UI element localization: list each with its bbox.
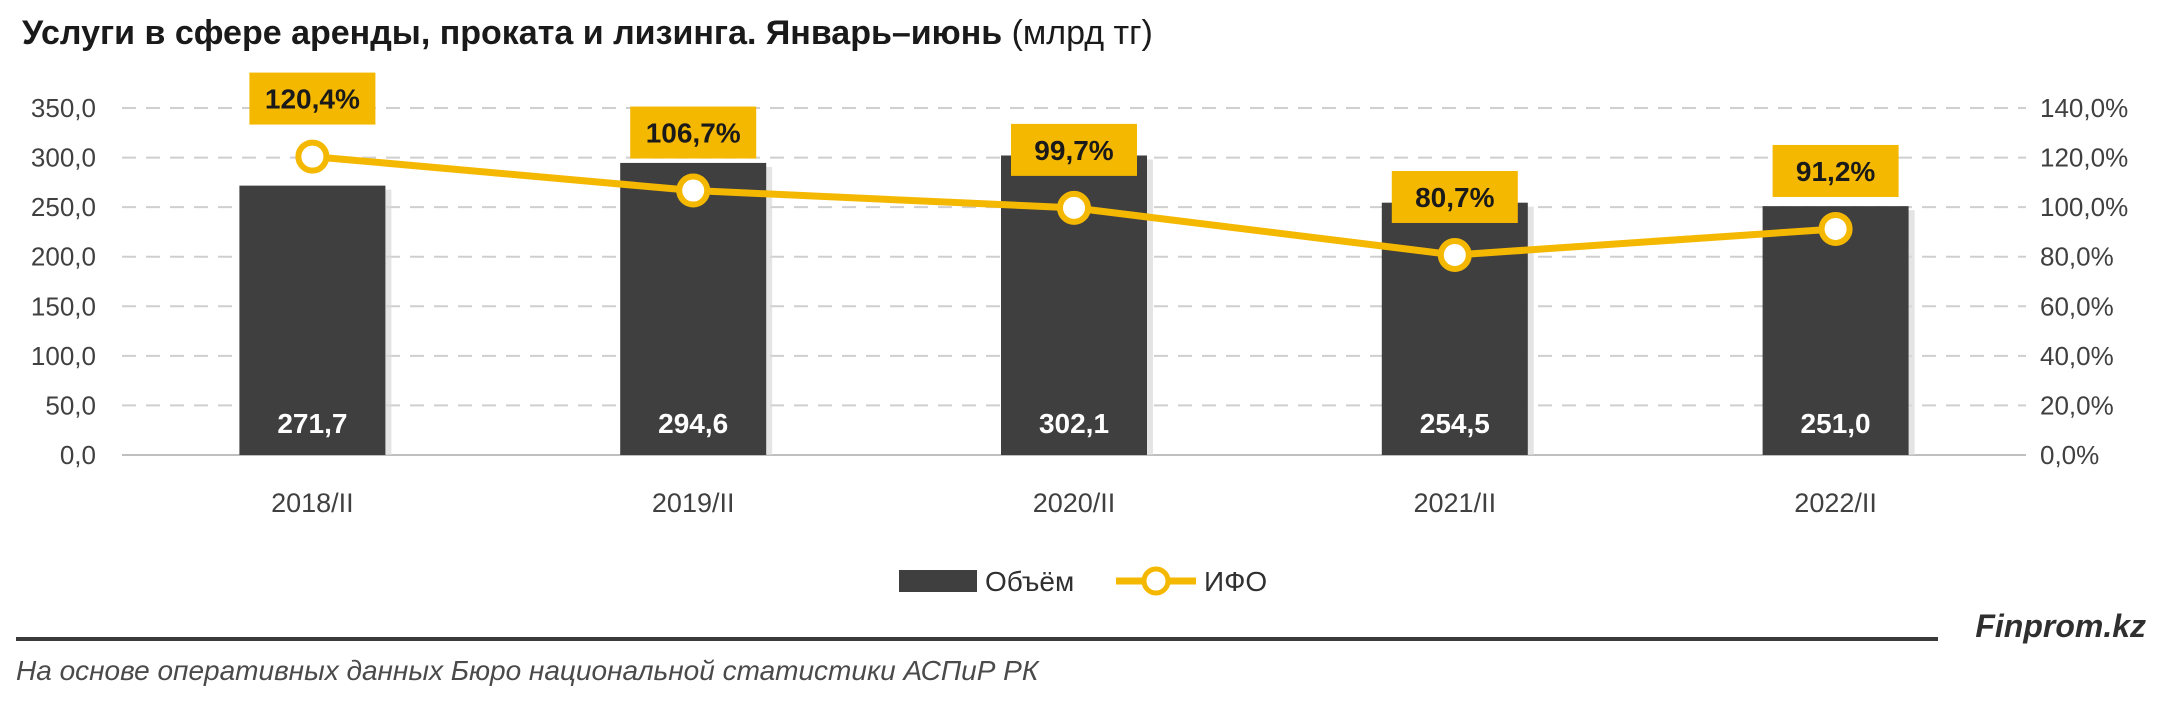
y-left-tick-label: 50,0 [45, 390, 96, 420]
y-right-tick-label: 140,0% [2040, 93, 2128, 123]
y-right-tick-label: 60,0% [2040, 291, 2114, 321]
footer-divider [16, 637, 1938, 641]
brand-logo-text: Finprom.kz [1975, 608, 2146, 644]
line-value-label: 120,4% [265, 84, 360, 115]
y-right-tick-label: 80,0% [2040, 242, 2114, 272]
chart-title-main: Услуги в сфере аренды, проката и лизинга… [22, 14, 1003, 52]
line-value-label: 91,2% [1796, 156, 1875, 187]
legend-label-bar: Объём [985, 566, 1074, 597]
y-left-tick-label: 150,0 [31, 291, 96, 321]
bar-value-label: 251,0 [1801, 408, 1871, 439]
ifo-point [1818, 211, 1853, 246]
x-tick-label: 2018/II [271, 488, 354, 518]
x-tick-label: 2019/II [652, 488, 735, 518]
y-right-tick-label: 20,0% [2040, 390, 2114, 420]
y-right-tick-label: 0,0% [2040, 440, 2099, 470]
legend-swatch-marker [1141, 566, 1171, 596]
y-left-tick-label: 200,0 [31, 242, 96, 272]
y-right-tick-label: 100,0% [2040, 192, 2128, 222]
y-right-tick-label: 120,0% [2040, 143, 2128, 173]
bar [620, 162, 767, 455]
x-tick-label: 2020/II [1033, 488, 1116, 518]
line-label-box [1011, 123, 1137, 176]
line-label-box [249, 72, 376, 125]
line-value-label: 99,7% [1034, 135, 1113, 166]
bar [239, 185, 386, 456]
source-note: На основе оперативных данных Бюро национ… [16, 655, 1039, 686]
bar-value-label: 294,6 [658, 408, 728, 439]
chart-title-unit: (млрд тг) [1011, 14, 1153, 52]
ifo-point [676, 173, 711, 208]
bar-value-label: 254,5 [1420, 408, 1490, 439]
line-value-label: 106,7% [646, 118, 741, 149]
line-label-box [630, 106, 757, 159]
y-left-tick-label: 100,0 [31, 341, 96, 371]
bar [1762, 206, 1909, 455]
legend-swatch-bar [899, 570, 977, 592]
bar-value-label: 271,7 [277, 408, 347, 439]
bar-value-label: 302,1 [1039, 408, 1109, 439]
y-left-tick-label: 250,0 [31, 192, 96, 222]
y-right-tick-label: 40,0% [2040, 341, 2114, 371]
ifo-point [1057, 190, 1091, 225]
chart-title: Услуги в сфере аренды, проката и лизинга… [22, 14, 1153, 53]
x-tick-label: 2022/II [1794, 488, 1877, 518]
line-label-box [1391, 170, 1518, 223]
line-value-label: 80,7% [1415, 182, 1494, 213]
ifo-point [295, 139, 330, 174]
legend-label-line: ИФО [1204, 566, 1267, 597]
x-tick-label: 2021/II [1414, 488, 1497, 518]
ifo-point [1437, 237, 1472, 272]
y-left-tick-label: 350,0 [31, 93, 96, 123]
y-left-tick-label: 300,0 [31, 143, 96, 173]
line-label-box [1772, 144, 1899, 197]
y-left-tick-label: 0,0 [60, 440, 96, 470]
